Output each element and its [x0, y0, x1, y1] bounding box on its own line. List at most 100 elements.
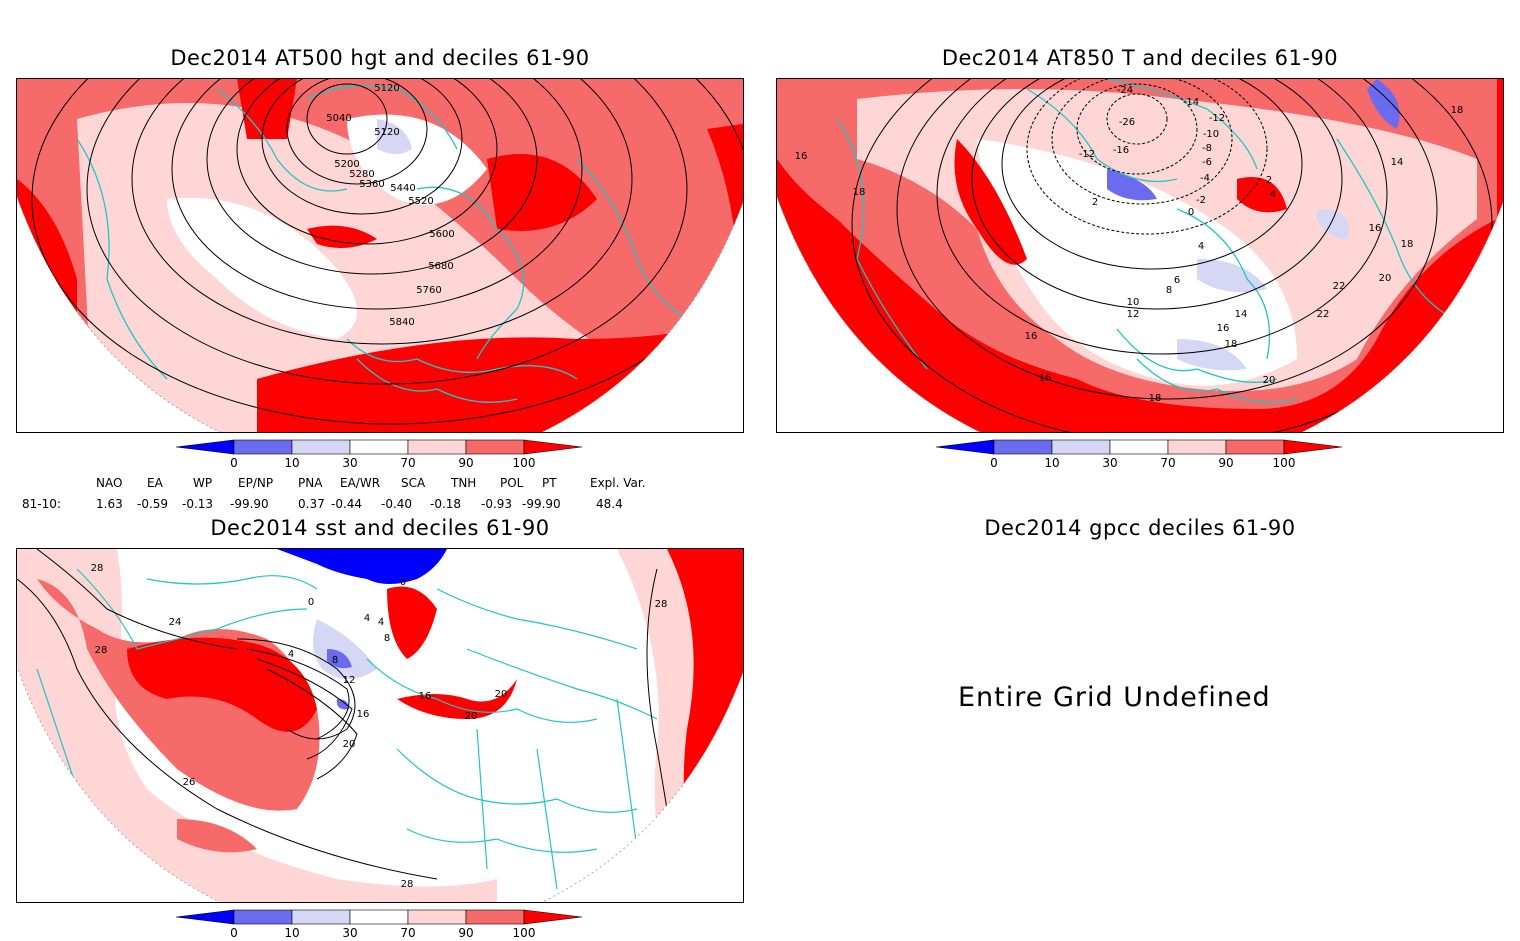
contour-label: 4: [288, 649, 294, 660]
undefined-grid-message: Entire Grid Undefined: [958, 682, 1271, 713]
colorbar-segment: [407, 909, 467, 925]
contour-label: 4: [378, 617, 384, 628]
colorbar-segment: [407, 439, 467, 455]
contour-label: 5280: [349, 169, 374, 180]
colorbar-tick-label: 30: [1102, 456, 1117, 470]
contour-label: 22: [1317, 309, 1330, 320]
contour-label: 14: [1235, 309, 1248, 320]
contour-label: 10: [1127, 297, 1140, 308]
contour-label: 16: [1369, 223, 1382, 234]
colorbar-tick-label: 10: [1044, 456, 1059, 470]
contour-label: 5200: [334, 159, 359, 170]
contour-label: -4: [1200, 173, 1210, 184]
colorbar-segment: [175, 439, 235, 455]
contour-label: -14: [1183, 97, 1199, 108]
contour-label: 2: [1266, 175, 1272, 186]
contour-label: 18: [1401, 239, 1414, 250]
contour-label: 5680: [428, 261, 453, 272]
colorbar-tick-label: 90: [458, 456, 473, 470]
colorbar-segment: [291, 439, 351, 455]
index-header-ea: EA: [147, 476, 163, 490]
colorbar-segment: [935, 439, 995, 455]
contour-label: -6: [1202, 157, 1212, 168]
contour-label: 4: [364, 613, 370, 624]
contour-label: -16: [1113, 145, 1129, 156]
contour-label: 28: [401, 879, 414, 890]
colorbar-sst: 0 10 30 70 90 100: [175, 909, 583, 940]
contour-label: 2: [1092, 197, 1098, 208]
contour-label: 20: [495, 689, 508, 700]
index-header-ea-wr: EA/WR: [340, 476, 381, 490]
colorbar-tick-label: 100: [1273, 456, 1296, 470]
contour-label: -26: [1119, 117, 1135, 128]
contour-label: 16: [1217, 323, 1230, 334]
index-value-expl-var: 48.4: [596, 497, 623, 511]
index-row-label: 81-10:: [22, 497, 61, 511]
colorbar-segment: [523, 439, 583, 455]
contour-label: 18: [1149, 393, 1162, 404]
contour-label: 5760: [416, 285, 441, 296]
colorbar-tick-label: 30: [342, 456, 357, 470]
contour-label: 6: [1174, 275, 1180, 286]
contour-label: 0: [400, 577, 406, 588]
contour-label: 4: [1198, 241, 1204, 252]
colorbar-tick-label: 90: [458, 926, 473, 940]
colorbar-tick-label: 0: [990, 456, 998, 470]
contour-label: 8: [384, 633, 390, 644]
contour-label: -10: [1203, 129, 1219, 140]
contour-label: 5600: [429, 229, 454, 240]
panel-title-sst: Dec2014 sst and deciles 61-90: [210, 516, 550, 540]
contour-label: 5840: [389, 317, 414, 328]
contour-label: 18: [1225, 339, 1238, 350]
contour-label: 16: [419, 691, 432, 702]
index-value-pt: -99.90: [522, 497, 561, 511]
contour-label: 16: [357, 709, 370, 720]
map-panel-at500: 5120 5040 5120 5200 5280 5360 5440 5520 …: [16, 78, 744, 433]
colorbar-tick-label: 100: [513, 926, 536, 940]
colorbar-at850: 0 10 30 70 90 100: [935, 439, 1343, 470]
colorbar-segment: [349, 439, 409, 455]
index-value-sca: -0.40: [381, 497, 413, 511]
colorbar-tick-label: 30: [342, 926, 357, 940]
contour-label: 14: [1391, 157, 1404, 168]
index-value-pol: -0.93: [481, 497, 513, 511]
contour-label: 28: [95, 645, 108, 656]
colorbar-tick-label: 90: [1218, 456, 1233, 470]
colorbar-segment: [1167, 439, 1227, 455]
contour-label: 28: [91, 563, 104, 574]
index-value-tnh: -0.18: [430, 497, 462, 511]
index-header-pna: PNA: [298, 476, 323, 490]
contour-label: 5120: [374, 83, 399, 94]
colorbar-tick-label: 10: [284, 926, 299, 940]
index-value-nao: 1.63: [96, 497, 123, 511]
contour-label: 5360: [359, 179, 384, 190]
index-value-pna: 0.37: [298, 497, 325, 511]
index-value-ea-wr: -0.44: [331, 497, 363, 511]
map-panel-sst: 28 24 28 0 0 4 4 4 8 8 12 16 20 26 16 20…: [16, 548, 744, 903]
colorbar-segment: [1051, 439, 1111, 455]
index-header-tnh: TNH: [451, 476, 477, 490]
contour-label: -12: [1209, 113, 1225, 124]
index-header-pt: PT: [542, 476, 557, 490]
contour-label: 20: [1263, 375, 1276, 386]
colorbar-tick-label: 70: [1160, 456, 1175, 470]
contour-label: 24: [169, 617, 182, 628]
colorbar-segment: [993, 439, 1053, 455]
colorbar-segment: [175, 909, 235, 925]
contour-label: 16: [1039, 373, 1052, 384]
contour-label: 0: [308, 597, 314, 608]
colorbar-tick-label: 0: [230, 926, 238, 940]
contour-label: 5040: [326, 113, 351, 124]
index-value-ep-np: -99.90: [230, 497, 269, 511]
contour-label: 20: [343, 739, 356, 750]
contour-label: -24: [1117, 85, 1133, 96]
colorbar-tick-label: 10: [284, 456, 299, 470]
contour-label: 20: [465, 711, 478, 722]
index-header-pol: POL: [500, 476, 524, 490]
panel-title-gpcc: Dec2014 gpcc deciles 61-90: [984, 516, 1296, 540]
index-header-ep-np: EP/NP: [238, 476, 274, 490]
colorbar-segment: [465, 909, 525, 925]
colorbar-at500: 0 10 30 70 90 100: [175, 439, 583, 470]
colorbar-segment: [523, 909, 583, 925]
contour-label: 5440: [390, 183, 415, 194]
